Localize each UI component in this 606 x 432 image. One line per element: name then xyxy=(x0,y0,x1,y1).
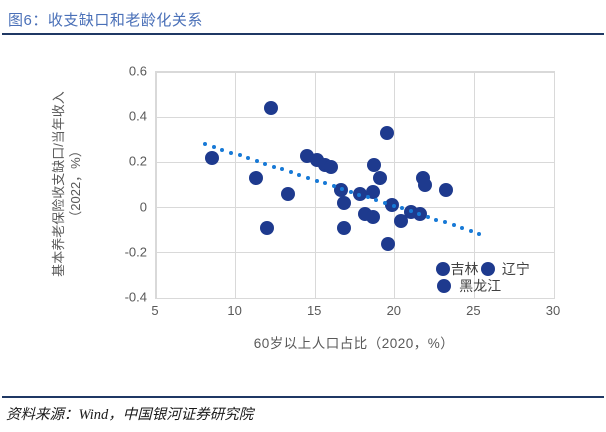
trend-line-dot xyxy=(477,231,482,236)
trend-line-dot xyxy=(408,209,413,214)
trend-line-dot xyxy=(246,156,251,161)
trend-line-dot xyxy=(203,142,208,147)
data-point xyxy=(367,157,382,172)
data-point-吉林 xyxy=(435,261,450,276)
trend-line-dot xyxy=(348,189,353,194)
gridline-vertical xyxy=(155,72,157,298)
data-point-label: 黑龙江 xyxy=(459,277,502,294)
data-point xyxy=(324,159,339,174)
source-divider xyxy=(2,396,604,398)
trend-line-dot xyxy=(425,214,430,219)
data-point xyxy=(263,101,278,116)
y-tick-label: 0.4 xyxy=(128,108,147,124)
x-tick-label: 25 xyxy=(466,303,481,318)
trend-line-dot xyxy=(237,153,242,158)
gridline-horizontal xyxy=(156,71,554,73)
data-point xyxy=(365,184,380,199)
data-point-黑龙江 xyxy=(437,278,452,293)
data-point xyxy=(438,182,453,197)
data-point xyxy=(204,150,219,165)
trend-line-dot xyxy=(306,175,311,180)
x-tick-label: 10 xyxy=(227,303,242,318)
gridline-vertical xyxy=(553,72,555,298)
x-tick-label: 5 xyxy=(151,303,159,318)
gridline-vertical xyxy=(473,72,475,298)
x-tick-label: 15 xyxy=(306,303,322,318)
plot-area: 吉林 辽宁 黑龙江 xyxy=(155,71,555,299)
trend-line-dot xyxy=(442,220,447,225)
gridline-vertical xyxy=(314,72,316,298)
gridline-horizontal xyxy=(156,252,554,254)
data-point xyxy=(260,220,275,235)
gridline-horizontal xyxy=(156,116,554,118)
y-tick-label: 0.2 xyxy=(128,153,147,169)
trend-line-dot xyxy=(271,164,276,169)
gridline-horizontal xyxy=(156,207,554,209)
data-point xyxy=(379,126,394,141)
trend-line-dot xyxy=(331,184,336,189)
trend-line-dot xyxy=(280,167,285,172)
title-divider xyxy=(2,33,604,35)
data-point xyxy=(381,236,396,251)
trend-line-dot xyxy=(365,195,370,200)
trend-line-dot xyxy=(468,228,473,233)
trend-line-dot xyxy=(340,186,345,191)
y-tick-label: 0.6 xyxy=(128,63,147,79)
gridline-horizontal xyxy=(156,161,554,163)
trend-line-dot xyxy=(400,206,405,211)
data-point xyxy=(336,220,351,235)
trend-line-dot xyxy=(297,173,302,177)
y-tick-label: -0.4 xyxy=(124,289,147,305)
trend-line-dot xyxy=(211,145,216,150)
data-point xyxy=(365,209,380,224)
x-tick-label: 20 xyxy=(386,303,402,318)
y-tick-label: -0.2 xyxy=(124,244,147,260)
trend-line-dot xyxy=(417,212,422,217)
figure-title: 图6：收支缺口和老龄化关系 xyxy=(8,12,203,29)
data-point xyxy=(336,196,351,211)
trend-line-dot xyxy=(357,192,362,197)
trend-line-dot xyxy=(323,181,328,186)
trend-line-dot xyxy=(263,161,268,166)
trend-line-dot xyxy=(383,200,388,205)
data-point-label: 吉林 xyxy=(450,260,479,277)
data-point xyxy=(394,214,409,229)
trend-line-dot xyxy=(314,178,319,183)
data-point xyxy=(418,178,433,192)
trend-line-dot xyxy=(451,223,456,228)
gridline-vertical xyxy=(394,72,396,298)
x-tick-label: 30 xyxy=(545,303,561,318)
scatter-chart: 基本养老保险收支缺口/当年收入 （2022，%） 0.6 0.4 0.2 0 -0.2-… xyxy=(0,40,606,390)
trend-line-dot xyxy=(391,203,396,208)
x-axis-title: 60岁以上人口占比（2020，%） xyxy=(253,336,455,351)
source-note: 资料来源：Wind，中国银河证券研究院 xyxy=(6,407,254,423)
trend-line-dot xyxy=(220,147,225,152)
trend-line-dot xyxy=(229,150,234,155)
trend-line-dot xyxy=(374,198,379,203)
y-tick-label: 0 xyxy=(139,199,147,215)
trend-line-dot xyxy=(288,170,293,175)
trend-line-dot xyxy=(434,217,439,222)
gridline-horizontal xyxy=(156,297,554,299)
trend-line-dot xyxy=(254,159,259,164)
gridline-vertical xyxy=(235,72,237,298)
data-point xyxy=(373,171,388,186)
data-point xyxy=(249,171,264,186)
data-point xyxy=(281,187,296,202)
data-point-辽宁 xyxy=(480,261,495,276)
trend-line-dot xyxy=(460,226,465,230)
data-point-label: 辽宁 xyxy=(501,260,530,277)
